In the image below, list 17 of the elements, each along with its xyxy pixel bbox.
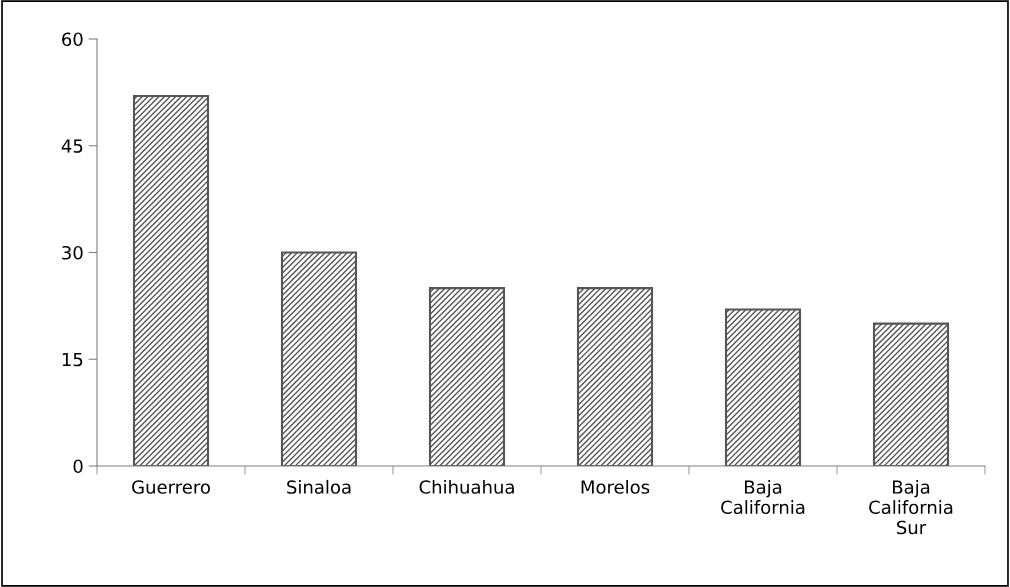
y-tick-label: 45 (61, 139, 83, 153)
bar (428, 287, 506, 466)
y-tick-label: 30 (62, 245, 83, 260)
x-tick-label: Guerrero (132, 480, 210, 494)
bar (576, 287, 654, 466)
y-tick-label: 15 (62, 352, 83, 367)
bar (872, 322, 950, 466)
x-tick-label: Baja California Sur (869, 479, 953, 535)
bar (280, 251, 358, 466)
x-tick-label: Chihuahua (419, 479, 514, 494)
y-tick-label: 60 (62, 32, 83, 47)
x-tick-label: Sinaloa (287, 479, 351, 494)
y-tick-label: 0 (73, 459, 83, 474)
x-tick-label: Baja California (721, 479, 805, 515)
bar (132, 94, 210, 466)
x-tick-label: Morelos (581, 479, 650, 494)
bar (724, 308, 802, 466)
